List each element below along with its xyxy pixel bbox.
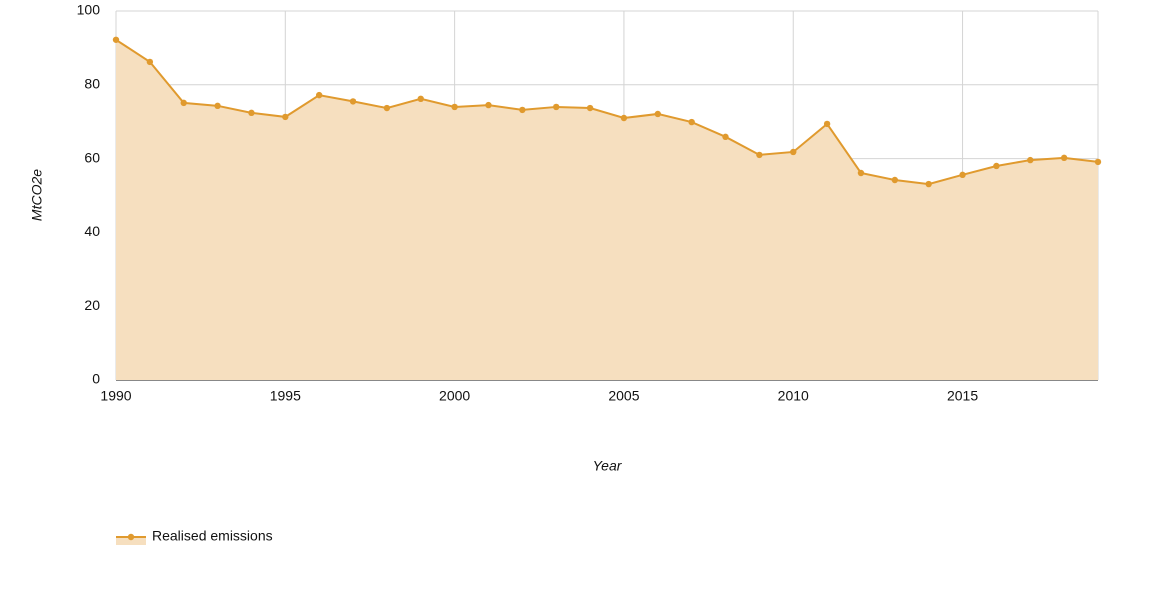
y-tick-label: 60	[84, 149, 100, 165]
point	[688, 118, 695, 126]
y-tick-label: 80	[84, 76, 100, 92]
y-tick-label: 0	[92, 371, 100, 387]
point	[315, 91, 323, 99]
x-tick-label: 1990	[100, 388, 131, 404]
point	[722, 133, 729, 141]
point	[586, 104, 594, 112]
point	[756, 151, 763, 159]
point	[654, 110, 661, 118]
x-tick-label: 2000	[439, 388, 470, 404]
point	[485, 101, 492, 109]
point	[959, 171, 966, 179]
x-tick-label: 1995	[270, 388, 301, 404]
point	[451, 103, 458, 111]
point	[248, 109, 255, 117]
point	[1094, 158, 1102, 166]
x-tick-label: 2010	[778, 388, 809, 404]
y-axis-label: MtCO2e	[29, 169, 45, 221]
line	[115, 38, 1099, 186]
area	[116, 39, 1098, 380]
y-tick-label: 20	[84, 297, 100, 313]
point	[925, 180, 932, 188]
y-tick-label: 40	[84, 223, 100, 239]
legend-marker	[127, 533, 135, 541]
point	[553, 103, 560, 111]
point	[180, 99, 187, 107]
point	[790, 148, 797, 156]
x-tick-label: 2015	[947, 388, 978, 404]
point	[146, 58, 154, 66]
x-axis-label: Year	[593, 458, 623, 474]
point	[282, 113, 289, 121]
legend-swatch	[116, 537, 146, 545]
point	[112, 36, 120, 43]
point	[857, 169, 865, 177]
point	[383, 104, 391, 112]
point	[349, 98, 357, 105]
point	[1027, 156, 1034, 164]
point	[519, 106, 526, 114]
point	[417, 95, 424, 103]
y-tick-label: 100	[77, 2, 101, 18]
legend-label: Realised emissions	[152, 528, 273, 544]
x-tick-label: 2005	[608, 388, 639, 404]
point	[823, 120, 831, 128]
point	[214, 102, 221, 110]
point	[993, 162, 1000, 170]
point	[620, 114, 628, 122]
point	[1060, 154, 1068, 162]
point	[891, 176, 899, 184]
